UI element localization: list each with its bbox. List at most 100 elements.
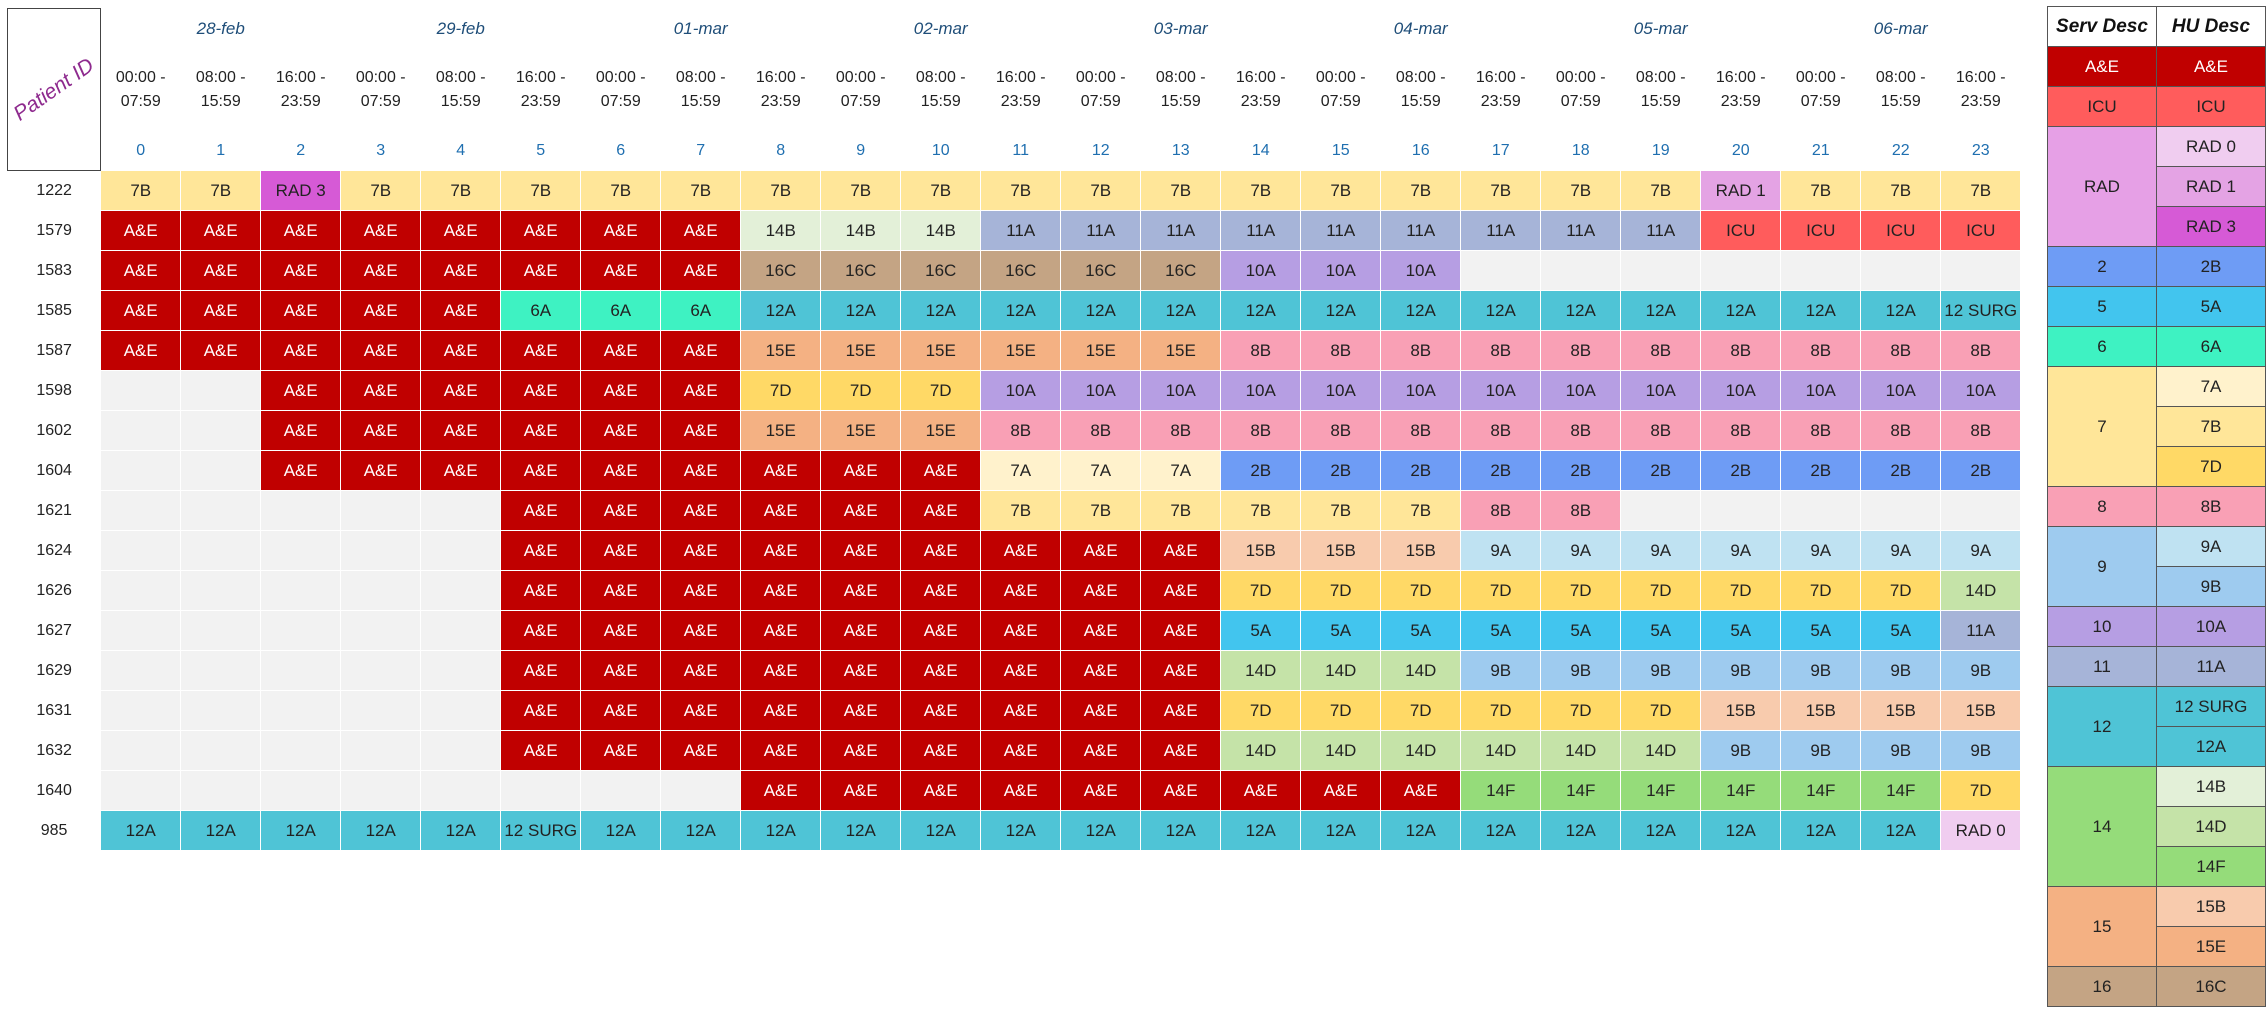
schedule-cell: 8B bbox=[1620, 410, 1702, 451]
schedule-cell: 8B bbox=[1220, 330, 1302, 371]
schedule-cell: 10A bbox=[1380, 370, 1462, 411]
schedule-cell: 12A bbox=[420, 810, 502, 851]
schedule-cell: 12 SURG bbox=[1940, 290, 2022, 331]
schedule-cell: 7B bbox=[900, 170, 982, 211]
patient-id-cell: 1222 bbox=[6, 170, 102, 211]
schedule-cell bbox=[260, 690, 342, 731]
schedule-cell bbox=[100, 370, 182, 411]
legend-hu-cell: 7A bbox=[2155, 366, 2266, 407]
schedule-cell: 12A bbox=[1620, 810, 1702, 851]
schedule-cell: 7D bbox=[1780, 570, 1862, 611]
date-header: 28-feb bbox=[100, 8, 342, 50]
schedule-cell: 9B bbox=[1860, 650, 1942, 691]
schedule-cell: A&E bbox=[580, 570, 662, 611]
schedule-cell bbox=[100, 530, 182, 571]
schedule-cell: 7B bbox=[100, 170, 182, 211]
legend-row: 9B bbox=[2048, 566, 2266, 607]
schedule-cell: 12A bbox=[980, 810, 1062, 851]
schedule-cell: RAD 1 bbox=[1700, 170, 1782, 211]
schedule-cell bbox=[180, 610, 262, 651]
slot-number-header: 0 bbox=[100, 130, 182, 171]
schedule-cell: A&E bbox=[980, 770, 1062, 811]
schedule-cell: ICU bbox=[1860, 210, 1942, 251]
schedule-cell: A&E bbox=[100, 330, 182, 371]
schedule-cell: 7B bbox=[980, 170, 1062, 211]
schedule-cell: 12A bbox=[1220, 810, 1302, 851]
schedule-cell: A&E bbox=[1140, 570, 1222, 611]
legend-serv-cell: RAD bbox=[2047, 126, 2157, 247]
schedule-cell: 16C bbox=[900, 250, 982, 291]
schedule-cell: 12A bbox=[1460, 290, 1542, 331]
schedule-cell: 8B bbox=[1460, 330, 1542, 371]
schedule-cell: 15E bbox=[740, 330, 822, 371]
schedule-cell: A&E bbox=[900, 650, 982, 691]
date-header: 06-mar bbox=[1780, 8, 2022, 50]
schedule-cell: A&E bbox=[740, 450, 822, 491]
schedule-cell bbox=[420, 570, 502, 611]
schedule-cell: 9B bbox=[1700, 650, 1782, 691]
schedule-cell: 6A bbox=[660, 290, 742, 331]
schedule-cell: A&E bbox=[180, 330, 262, 371]
schedule-cell: 8B bbox=[1940, 410, 2022, 451]
schedule-cell: 12A bbox=[340, 810, 422, 851]
schedule-cell bbox=[1460, 250, 1542, 291]
schedule-cell: A&E bbox=[900, 490, 982, 531]
schedule-cell bbox=[500, 770, 582, 811]
time-range-header: 16:00 -23:59 bbox=[1940, 49, 2022, 131]
schedule-cell: 5A bbox=[1540, 610, 1622, 651]
patient-id-cell: 1587 bbox=[6, 330, 102, 371]
schedule-cell bbox=[180, 730, 262, 771]
legend-hu-cell: 5A bbox=[2155, 286, 2266, 327]
schedule-cell: A&E bbox=[1140, 690, 1222, 731]
schedule-cell: A&E bbox=[100, 250, 182, 291]
time-range-header: 16:00 -23:59 bbox=[260, 49, 342, 131]
legend-hu-cell: RAD 1 bbox=[2155, 166, 2266, 207]
schedule-cell: 7B bbox=[1380, 170, 1462, 211]
legend-hu-cell: 7D bbox=[2155, 446, 2266, 487]
slot-number-header: 2 bbox=[260, 130, 342, 171]
patient-id-cell: 1602 bbox=[6, 410, 102, 451]
schedule-cell: A&E bbox=[340, 210, 422, 251]
schedule-cell bbox=[260, 530, 342, 571]
schedule-cell: A&E bbox=[660, 250, 742, 291]
schedule-cell bbox=[100, 490, 182, 531]
schedule-cell: 11A bbox=[980, 210, 1062, 251]
patient-row: 1587 A&E A&E A&E A&E A&E A&E A&E A&E 15E 15E 15E 15E… bbox=[6, 330, 2022, 371]
schedule-cell: A&E bbox=[820, 530, 902, 571]
time-range-header: 00:00 -07:59 bbox=[1300, 49, 1382, 131]
schedule-cell: 12A bbox=[660, 810, 742, 851]
schedule-cell: 2B bbox=[1460, 450, 1542, 491]
schedule-cell: A&E bbox=[1220, 770, 1302, 811]
time-range-header: 08:00 -15:59 bbox=[660, 49, 742, 131]
legend-hu-cell: 2B bbox=[2155, 246, 2266, 287]
schedule-cell: 12A bbox=[980, 290, 1062, 331]
schedule-cell: 7B bbox=[1780, 170, 1862, 211]
schedule-cell: 7D bbox=[1460, 690, 1542, 731]
legend-row: ICU ICU bbox=[2047, 86, 2266, 127]
schedule-cell: 9B bbox=[1780, 730, 1862, 771]
schedule-cell: 6A bbox=[580, 290, 662, 331]
time-range-header: 16:00 -23:59 bbox=[1220, 49, 1302, 131]
time-range-header: 16:00 -23:59 bbox=[980, 49, 1062, 131]
schedule-cell: 11A bbox=[1540, 210, 1622, 251]
patient-id-cell: 1626 bbox=[6, 570, 102, 611]
schedule-cell bbox=[1540, 250, 1622, 291]
date-header: 03-mar bbox=[1060, 8, 1302, 50]
schedule-cell: 12A bbox=[740, 810, 822, 851]
schedule-cell: A&E bbox=[500, 370, 582, 411]
schedule-cell: ICU bbox=[1700, 210, 1782, 251]
legend-row: 7D bbox=[2048, 446, 2266, 487]
legend-hu-cell: 14D bbox=[2155, 806, 2266, 847]
schedule-cell: A&E bbox=[180, 210, 262, 251]
schedule-cell: A&E bbox=[500, 450, 582, 491]
schedule-cell: 7D bbox=[1380, 570, 1462, 611]
schedule-cell: 7B bbox=[1140, 490, 1222, 531]
schedule-cell: 8B bbox=[1620, 330, 1702, 371]
schedule-cell: 12A bbox=[820, 290, 902, 331]
time-range-header: 08:00 -15:59 bbox=[420, 49, 502, 131]
date-header: 04-mar bbox=[1300, 8, 1542, 50]
schedule-cell: 5A bbox=[1860, 610, 1942, 651]
schedule-cell bbox=[340, 650, 422, 691]
schedule-cell bbox=[1700, 490, 1782, 531]
schedule-cell bbox=[1700, 250, 1782, 291]
